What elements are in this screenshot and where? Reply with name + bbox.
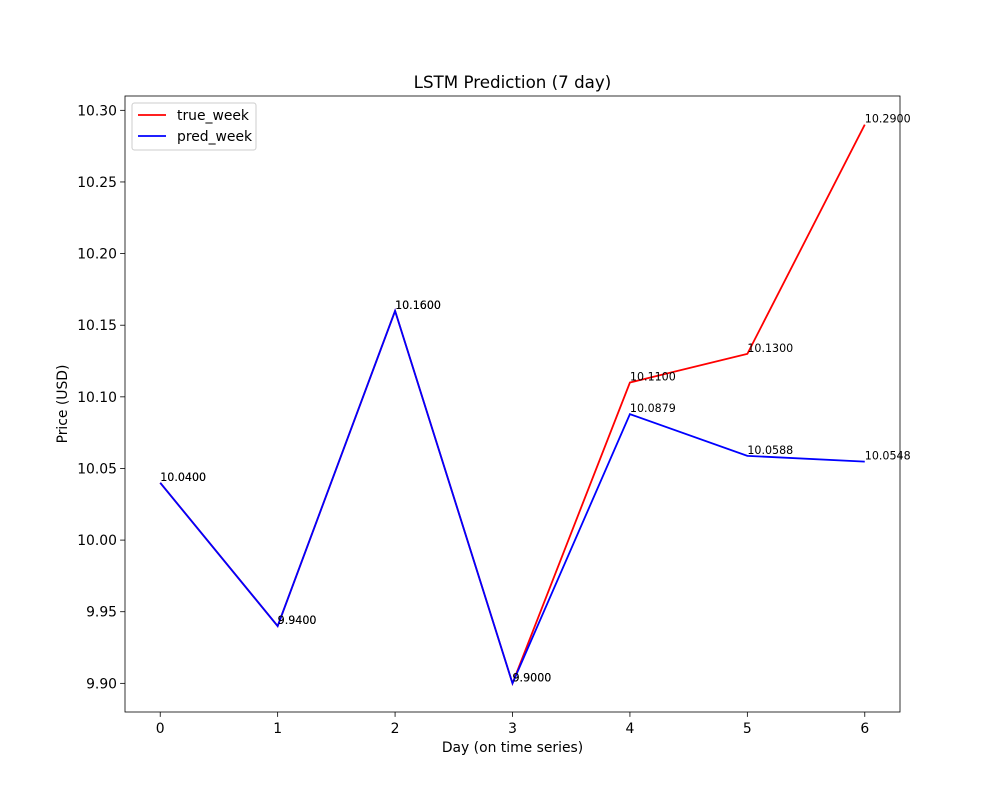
x-tick-label: 6 — [860, 721, 869, 737]
ticks-layer: 0 1 2 3 4 5 6 9.90 9.95 10.00 10.05 10.10 10.15 10.20… — [77, 103, 869, 737]
y-tick-label: 9.95 — [86, 605, 117, 621]
data-label: 10.0588 — [747, 444, 793, 457]
data-label: 10.0400 — [160, 471, 206, 484]
y-axis-label: Price (USD) — [55, 365, 71, 444]
x-tick-label: 4 — [626, 721, 635, 737]
y-tick-label: 10.25 — [77, 175, 117, 191]
x-tick-label: 5 — [743, 721, 752, 737]
data-label: 9.9400 — [278, 614, 317, 627]
series-layer — [159, 124, 866, 687]
legend-label: pred_week — [177, 129, 252, 145]
plot-frame — [124, 95, 901, 713]
data-label: 10.0548 — [865, 450, 911, 463]
data-label: 10.0879 — [630, 402, 676, 415]
x-tick-label: 0 — [156, 721, 165, 737]
x-axis-label: Day (on time series) — [442, 740, 583, 756]
legend-label: true_week — [177, 108, 249, 124]
data-label: 10.1600 — [395, 299, 441, 312]
data-label: 10.1100 — [630, 371, 676, 384]
legend: true_week pred_week — [131, 102, 257, 151]
data-label: 9.9000 — [513, 671, 552, 684]
y-tick-label: 10.15 — [77, 318, 117, 334]
data-label: 10.2900 — [865, 113, 911, 126]
data-label: 10.0400 — [160, 471, 206, 484]
chart-title: LSTM Prediction (7 day) — [414, 72, 612, 92]
y-tick-label: 9.90 — [86, 676, 117, 692]
x-tick-label: 2 — [391, 721, 400, 737]
y-tick-label: 10.30 — [77, 103, 117, 119]
x-tick-label: 1 — [273, 721, 282, 737]
y-tick-label: 10.20 — [77, 247, 117, 263]
y-tick-label: 10.00 — [77, 533, 117, 549]
data-label: 10.1300 — [747, 342, 793, 355]
data-label: 9.9000 — [513, 671, 552, 684]
data-labels-layer: 10.0400 9.9400 10.1600 9.9000 10.1100 10.1300… — [160, 113, 910, 685]
x-tick-label: 3 — [508, 721, 517, 737]
y-tick-label: 10.05 — [77, 461, 117, 477]
y-tick-label: 10.10 — [77, 390, 117, 406]
data-label: 10.1600 — [395, 299, 441, 312]
data-label: 9.9400 — [278, 614, 317, 627]
